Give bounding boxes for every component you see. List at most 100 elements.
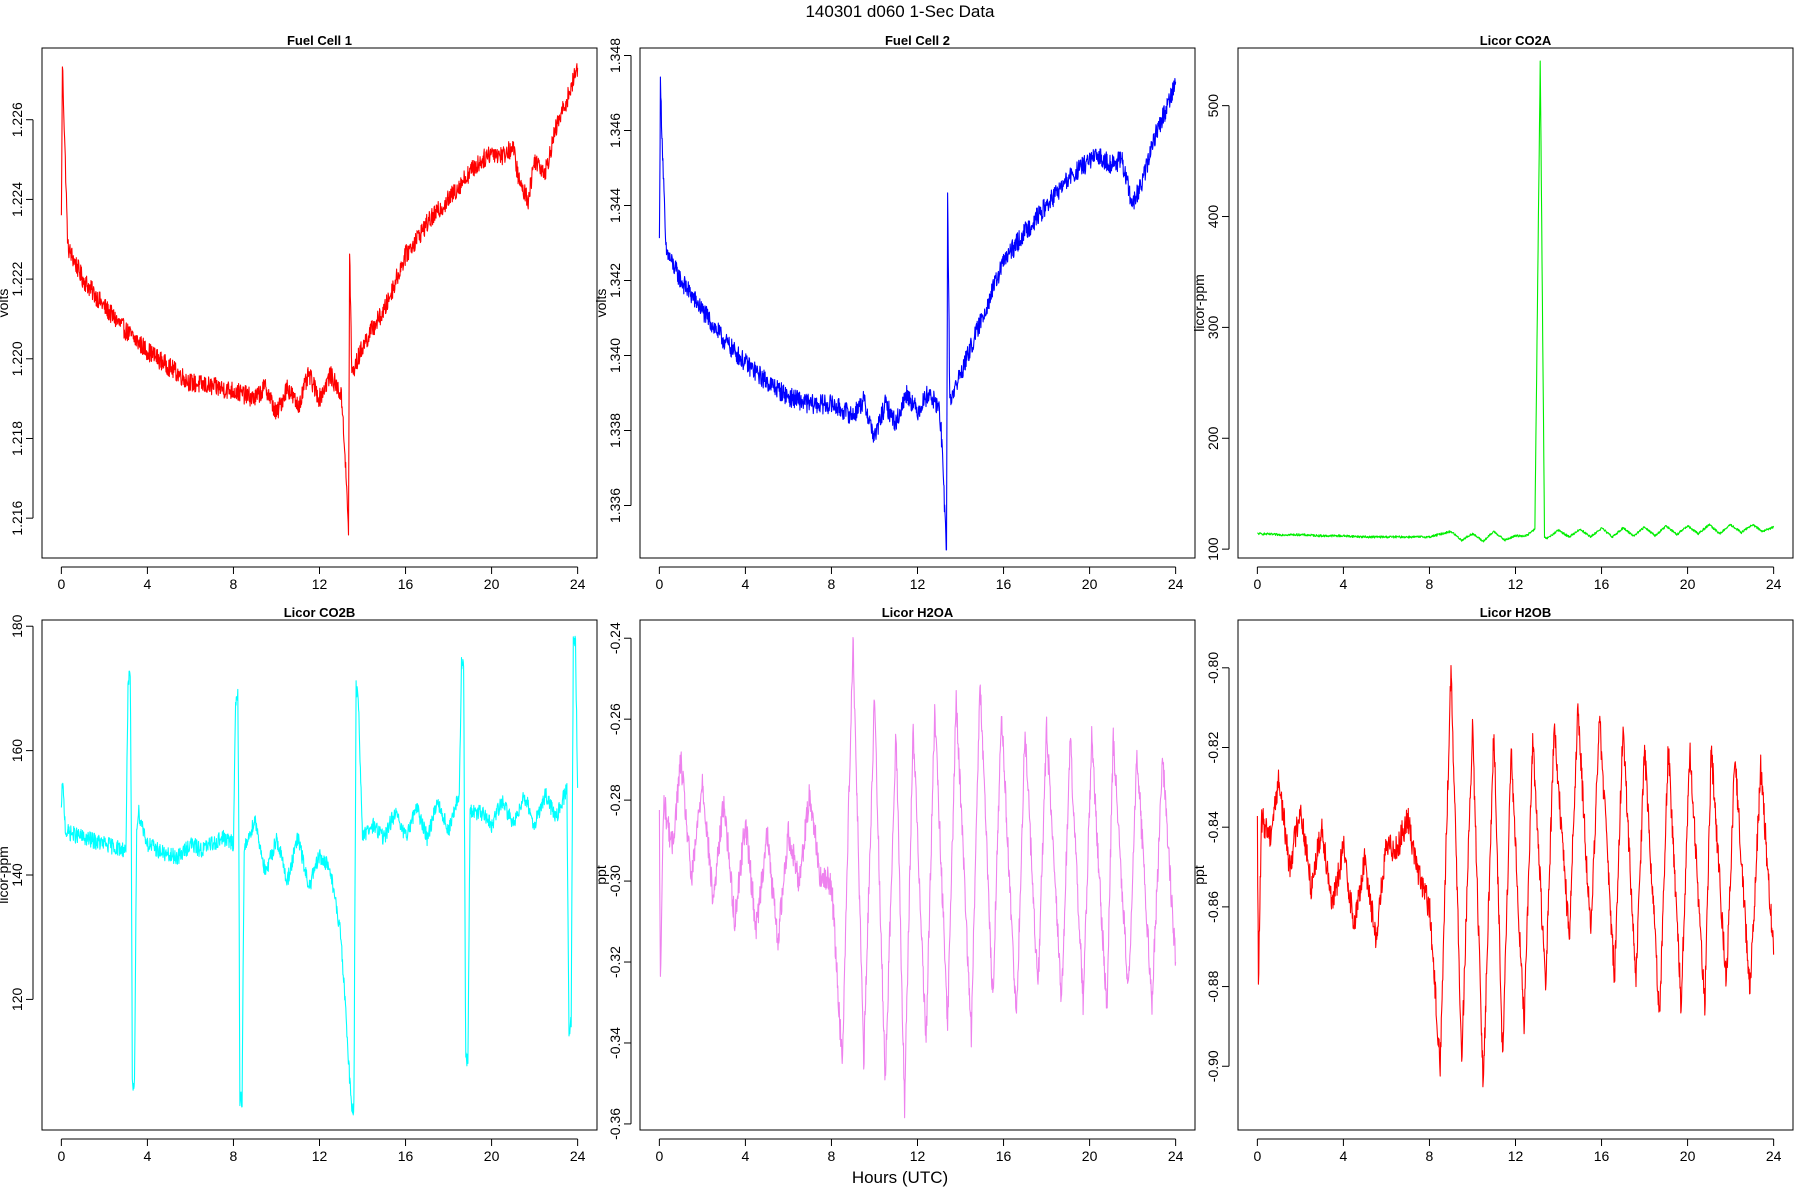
panel-licor-co2b: Licor CO2B 0 4 8 12 16 20 24 120 140 160 180 licor-p… (0, 605, 598, 1164)
plot-frame (1237, 619, 1794, 1131)
x-tick-label: 24 (1766, 1148, 1782, 1164)
y-tick-label: 180 (9, 614, 25, 638)
y-tick-label: 140 (9, 863, 25, 887)
y-axis-label: licor-ppm (0, 846, 11, 904)
y-tick-label: -0.32 (607, 946, 623, 978)
x-tick-label: 24 (1168, 576, 1184, 592)
panel-fuel-cell-2: Fuel Cell 2 0 4 8 12 16 20 24 1.336 1.338 1.340 1.3… (593, 33, 1196, 592)
panel-fuel-cell-1: Fuel Cell 1 0 4 8 12 16 20 24 1.216 1.218 1.220 1.2… (0, 33, 598, 592)
y-tick-label: 1.218 (9, 421, 25, 456)
y-tick-label: -0.36 (607, 1108, 623, 1140)
y-tick-label: -0.90 (1205, 1050, 1221, 1082)
y-tick-label: -0.84 (1205, 811, 1221, 843)
y-axis-label: ppt (593, 865, 609, 885)
y-axis-label: ppt (1191, 865, 1207, 885)
y-tick-label: 1.344 (607, 188, 623, 223)
panel-licor-co2a: Licor CO2A 0 4 8 12 16 20 24 100 200 300 400 500 lico… (1191, 33, 1794, 592)
y-tick-label: 200 (1205, 426, 1221, 450)
x-tick-label: 12 (312, 576, 328, 592)
panel-title: Licor CO2A (1480, 33, 1552, 48)
x-tick-label: 0 (1253, 576, 1261, 592)
x-tick-label: 24 (570, 1148, 586, 1164)
y-tick-label: 1.224 (9, 182, 25, 217)
x-tick-label: 16 (996, 576, 1012, 592)
y-tick-label: -0.86 (1205, 891, 1221, 923)
y-tick-label: 160 (9, 739, 25, 763)
x-tick-label: 16 (996, 1148, 1012, 1164)
y-tick-label: 1.338 (607, 413, 623, 448)
panel-licor-h2ob: Licor H2OB 0 4 8 12 16 20 24 -0.90 -0.88 -0.86 -0.8… (1191, 605, 1794, 1164)
x-tick-label: 24 (1168, 1148, 1184, 1164)
x-tick-label: 4 (742, 576, 750, 592)
x-tick-label: 20 (1082, 576, 1098, 592)
y-tick-label: -0.34 (607, 1027, 623, 1059)
x-tick-label: 8 (828, 1148, 836, 1164)
x-tick-label: 0 (655, 1148, 663, 1164)
y-tick-label: 1.342 (607, 263, 623, 298)
y-tick-label: 300 (1205, 315, 1221, 339)
x-tick-label: 8 (1426, 576, 1434, 592)
series-line (60, 635, 579, 1116)
y-tick-label: 1.348 (607, 38, 623, 73)
x-tick-label: 4 (742, 1148, 750, 1164)
x-tick-label: 8 (828, 576, 836, 592)
x-tick-label: 0 (1253, 1148, 1261, 1164)
series-line (60, 63, 579, 536)
x-tick-label: 20 (484, 1148, 500, 1164)
x-tick-label: 0 (57, 576, 65, 592)
y-tick-label: -0.24 (607, 622, 623, 654)
y-axis-label: volts (0, 289, 11, 318)
x-tick-label: 0 (57, 1148, 65, 1164)
series-line (1256, 664, 1775, 1088)
y-tick-label: -0.88 (1205, 970, 1221, 1002)
plot-frame (41, 47, 598, 559)
series-line (1257, 60, 1775, 543)
panel-title: Fuel Cell 2 (885, 33, 950, 48)
x-tick-label: 0 (655, 576, 663, 592)
x-tick-label: 16 (1594, 1148, 1610, 1164)
x-tick-label: 4 (1340, 1148, 1348, 1164)
y-axis-label: volts (593, 289, 609, 318)
y-tick-label: 500 (1205, 94, 1221, 118)
series-line (658, 76, 1177, 551)
x-tick-label: 20 (1680, 576, 1696, 592)
y-tick-label: -0.30 (607, 865, 623, 897)
x-tick-label: 16 (1594, 576, 1610, 592)
y-tick-label: -0.28 (607, 784, 623, 816)
x-tick-label: 20 (1082, 1148, 1098, 1164)
x-tick-label: 12 (910, 576, 926, 592)
y-tick-label: 1.216 (9, 500, 25, 535)
x-tick-label: 20 (484, 576, 500, 592)
panel-title: Fuel Cell 1 (287, 33, 352, 48)
y-axis-label: licor-ppm (1191, 274, 1207, 332)
y-tick-label: 1.226 (9, 102, 25, 137)
x-tick-label: 24 (1766, 576, 1782, 592)
x-tick-label: 4 (144, 576, 152, 592)
series-line (658, 636, 1177, 1119)
y-tick-label: -0.82 (1205, 731, 1221, 763)
y-tick-label: -0.80 (1205, 652, 1221, 684)
x-tick-label: 20 (1680, 1148, 1696, 1164)
figure-title: 140301 d060 1-Sec Data (805, 2, 995, 21)
y-tick-label: 1.346 (607, 113, 623, 148)
y-tick-label: 400 (1205, 205, 1221, 229)
x-tick-label: 4 (1340, 576, 1348, 592)
plot-frame (639, 619, 1196, 1131)
plot-frame (41, 619, 598, 1131)
x-tick-label: 8 (230, 576, 238, 592)
y-tick-label: -0.26 (607, 703, 623, 735)
x-tick-label: 4 (144, 1148, 152, 1164)
x-tick-label: 16 (398, 1148, 414, 1164)
x-tick-label: 12 (1508, 1148, 1524, 1164)
plot-frame (639, 47, 1196, 559)
y-tick-label: 1.340 (607, 338, 623, 373)
y-tick-label: 1.222 (9, 261, 25, 296)
y-tick-label: 100 (1205, 537, 1221, 561)
x-tick-label: 24 (570, 576, 586, 592)
x-tick-label: 16 (398, 576, 414, 592)
x-axis-label: Hours (UTC) (851, 1168, 949, 1187)
panel-licor-h2oa: Licor H2OA 0 4 8 12 16 20 24 -0.36 -0.34 -0.32 -0.3… (593, 605, 1196, 1164)
panel-title: Licor CO2B (284, 605, 356, 620)
x-tick-label: 8 (230, 1148, 238, 1164)
